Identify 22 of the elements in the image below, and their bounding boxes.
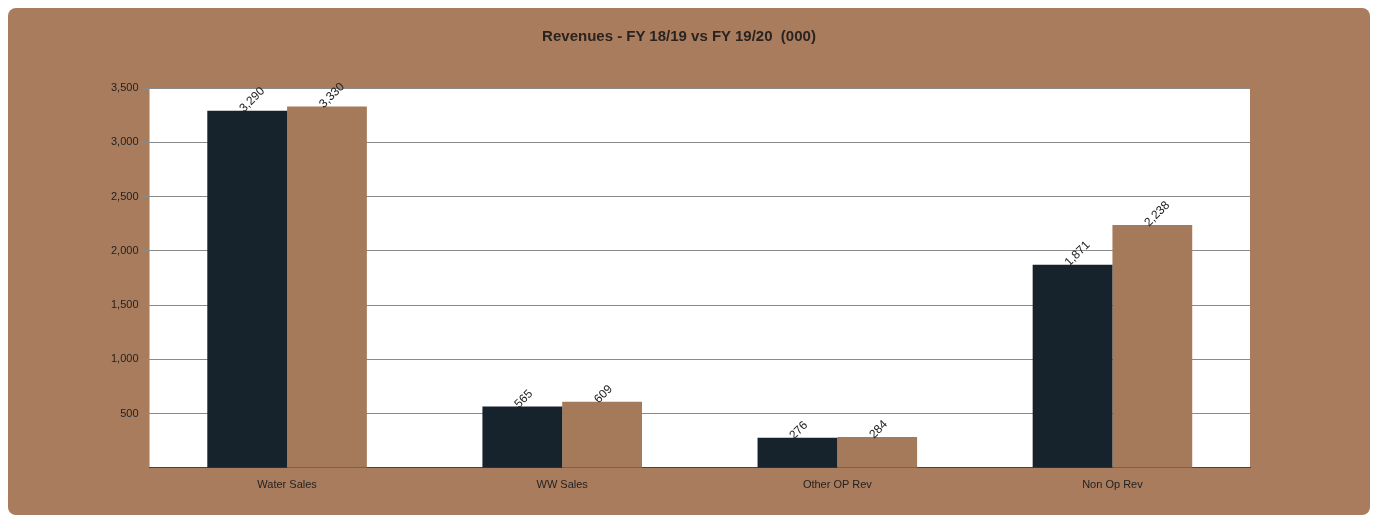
y-tick-label: 3,500 bbox=[111, 81, 139, 94]
y-tick-label: 2,000 bbox=[111, 243, 139, 256]
bar bbox=[757, 437, 838, 468]
bar bbox=[482, 406, 563, 468]
y-tick-label: 1,000 bbox=[111, 352, 139, 365]
y-tick-label: 500 bbox=[120, 406, 139, 419]
bar bbox=[1032, 264, 1113, 468]
bar bbox=[287, 106, 367, 468]
x-tick-label: Non Op Rev bbox=[1082, 478, 1144, 491]
data-label: 284 bbox=[866, 416, 891, 442]
chart-title: Revenues - FY 18/19 vs FY 19/20 (000) bbox=[542, 27, 816, 45]
bar bbox=[562, 401, 642, 468]
bar bbox=[207, 110, 288, 468]
y-tick-label: 3,000 bbox=[111, 135, 139, 148]
data-label: 565 bbox=[511, 386, 536, 411]
x-tick-label: Water Sales bbox=[257, 478, 318, 491]
y-tick-label: 2,500 bbox=[111, 189, 139, 202]
y-tick-label: 1,500 bbox=[111, 298, 139, 311]
x-tick-label: Other OP Rev bbox=[802, 478, 873, 491]
x-tick-label: WW Sales bbox=[536, 478, 589, 491]
data-label: 609 bbox=[591, 381, 616, 406]
data-label: 276 bbox=[786, 417, 811, 442]
